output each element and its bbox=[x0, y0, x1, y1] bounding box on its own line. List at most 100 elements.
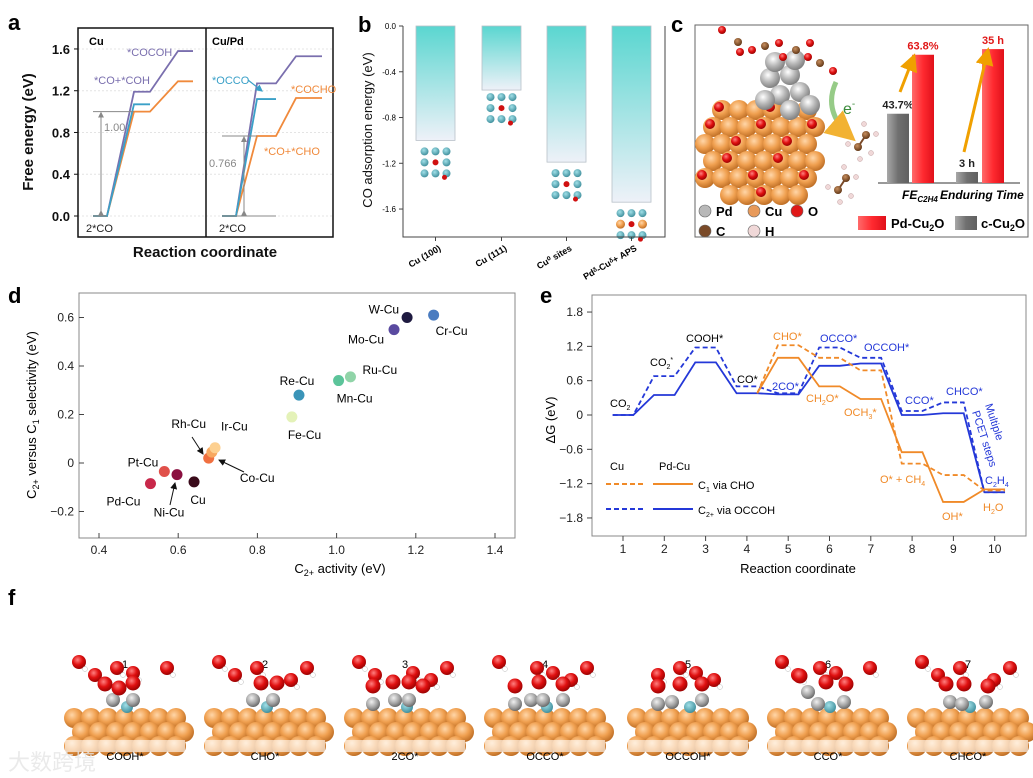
c-atom bbox=[837, 695, 851, 709]
barrier-label-cupd: 0.766 bbox=[209, 158, 237, 170]
panel-e-lines bbox=[612, 344, 1006, 503]
fade-overlay bbox=[205, 740, 325, 752]
bar-value-label: 43.7% bbox=[882, 100, 913, 112]
water-h-atom bbox=[590, 672, 596, 678]
c-atom bbox=[106, 693, 120, 707]
fade-overlay bbox=[768, 740, 888, 752]
annot-ch2o: CH2O* bbox=[806, 393, 839, 407]
x-tick-label: 1.0 bbox=[328, 543, 345, 557]
snapshot-7: 7 CHCO* bbox=[907, 655, 1033, 763]
x-tick-label: 7 bbox=[867, 542, 874, 556]
o-atom bbox=[498, 105, 505, 112]
water-o-atom bbox=[775, 655, 789, 669]
y-tick-label: 0.0 bbox=[52, 209, 70, 224]
snapshot-number: 3 bbox=[402, 659, 408, 671]
o-atom bbox=[97, 676, 113, 692]
water-h-atom bbox=[434, 684, 440, 690]
y-tick-label: −0.2 bbox=[50, 505, 74, 519]
panel-d-ticks: 0.4 0.6 0.8 1.0 1.2 1.4 −0.2 0 0.2 0.4 0.6 bbox=[50, 311, 503, 558]
x-tick-label: 1.2 bbox=[407, 543, 424, 557]
h-atom bbox=[837, 199, 843, 205]
label-occo: *OCCO bbox=[212, 75, 250, 87]
cu-atom bbox=[486, 104, 495, 113]
cu-atom bbox=[638, 209, 647, 218]
point-ir-cu bbox=[209, 442, 221, 454]
panel-label-d: d bbox=[8, 283, 21, 308]
water-o-atom bbox=[352, 655, 366, 669]
snapshot-number: 1 bbox=[122, 659, 128, 671]
panel-c: c e- 43.7% 3 h 63.8% 35 h FEC2H4 Enduring T… bbox=[671, 12, 1029, 239]
water-o-atom bbox=[492, 655, 506, 669]
nanocluster-illustration bbox=[695, 26, 879, 205]
x-tick-label: 8 bbox=[909, 542, 916, 556]
fade-overlay bbox=[485, 740, 605, 752]
water-h-atom bbox=[1013, 672, 1019, 678]
water-o-atom bbox=[160, 661, 174, 675]
y-tick-label: 1.2 bbox=[52, 84, 70, 99]
point-label-pd-cu: Pd-Cu bbox=[106, 495, 140, 509]
water-h-atom bbox=[574, 684, 580, 690]
o-atom bbox=[531, 674, 547, 690]
cu-atom bbox=[442, 147, 451, 156]
o-atom bbox=[807, 119, 817, 129]
annot-occoh: OCCOH* bbox=[864, 342, 910, 354]
panel-a-y-ticks: 0.0 0.4 0.8 1.2 1.6 bbox=[52, 42, 78, 224]
y-tick-label: −0.6 bbox=[559, 442, 583, 456]
atom-legend-label: Cu bbox=[765, 204, 782, 219]
water-h-atom bbox=[683, 672, 689, 678]
snapshot-number: 5 bbox=[685, 659, 691, 671]
point-label-mo-cu: Mo-Cu bbox=[348, 333, 384, 347]
water-o-atom bbox=[440, 661, 454, 675]
cu-atom bbox=[746, 134, 766, 154]
water-o-atom bbox=[530, 661, 544, 675]
o-atom bbox=[432, 159, 439, 166]
annot-cco: CCO* bbox=[905, 395, 934, 407]
panel-b-y-ticks: 0.0 -0.4 -0.8 -1.2 -1.6 bbox=[382, 22, 403, 214]
atom-legend-label: O bbox=[808, 204, 818, 219]
atom-legend-label: H bbox=[765, 224, 774, 239]
ethylene-molecule-icon bbox=[825, 164, 859, 205]
legend-header-pd-cu: Pd-Cu bbox=[659, 461, 690, 473]
water-h-atom bbox=[925, 666, 931, 672]
c-atom bbox=[761, 42, 769, 50]
panel-e-y-label: ΔG (eV) bbox=[543, 397, 558, 444]
cu-atom bbox=[562, 191, 571, 200]
point-label-w-cu: W-Cu bbox=[369, 303, 399, 317]
snapshot-6: 6 CCO* bbox=[767, 655, 897, 763]
o-atom bbox=[365, 678, 381, 694]
atom-legend: Pd Cu O C H bbox=[698, 204, 818, 239]
pd-atom bbox=[684, 701, 696, 713]
point-mo-cu bbox=[388, 324, 400, 336]
water-o-atom bbox=[228, 668, 242, 682]
panel-d-y-label: C2+ versus C1 selectivity (eV) bbox=[24, 331, 41, 499]
cu-atom bbox=[486, 115, 495, 124]
atom-swatch-o bbox=[790, 204, 804, 218]
o-atom bbox=[956, 676, 972, 692]
snapshot-3: 3 2CO* bbox=[344, 655, 474, 763]
h-atom bbox=[825, 184, 831, 190]
y-tick-label: −1.8 bbox=[559, 511, 583, 525]
increase-arrow-icon bbox=[898, 53, 917, 93]
o-atom bbox=[829, 67, 837, 75]
o-atom bbox=[773, 153, 783, 163]
pd-atom bbox=[616, 219, 625, 229]
snapshot-4: 4 OCCO* bbox=[484, 655, 614, 763]
panel-label-e: e bbox=[540, 283, 552, 308]
bar-2 bbox=[546, 25, 587, 163]
atom-swatch-cu bbox=[747, 204, 761, 218]
occo-pointer-arrow bbox=[247, 79, 263, 92]
fade-overlay bbox=[908, 740, 1028, 752]
panel-d-frame bbox=[78, 292, 516, 539]
x-tick-label: 6 bbox=[826, 542, 833, 556]
panel-e-ticks: 1 2 3 4 5 6 7 8 9 10 1.8 1.2 0.6 0 −0.6 −1.2 −1.8 bbox=[559, 305, 1001, 556]
x-tick-label: Cu (111) bbox=[474, 243, 509, 269]
annot-oh: OH* bbox=[942, 511, 964, 523]
c-atom bbox=[811, 697, 825, 711]
o-atom bbox=[253, 675, 269, 691]
cu-atom bbox=[497, 93, 506, 102]
point-pd-cu bbox=[144, 478, 156, 490]
panel-label-b: b bbox=[358, 12, 371, 37]
water-h-atom bbox=[362, 666, 368, 672]
y-tick-label: 0.0 bbox=[385, 22, 397, 31]
y-tick-label: 0.8 bbox=[52, 125, 70, 140]
